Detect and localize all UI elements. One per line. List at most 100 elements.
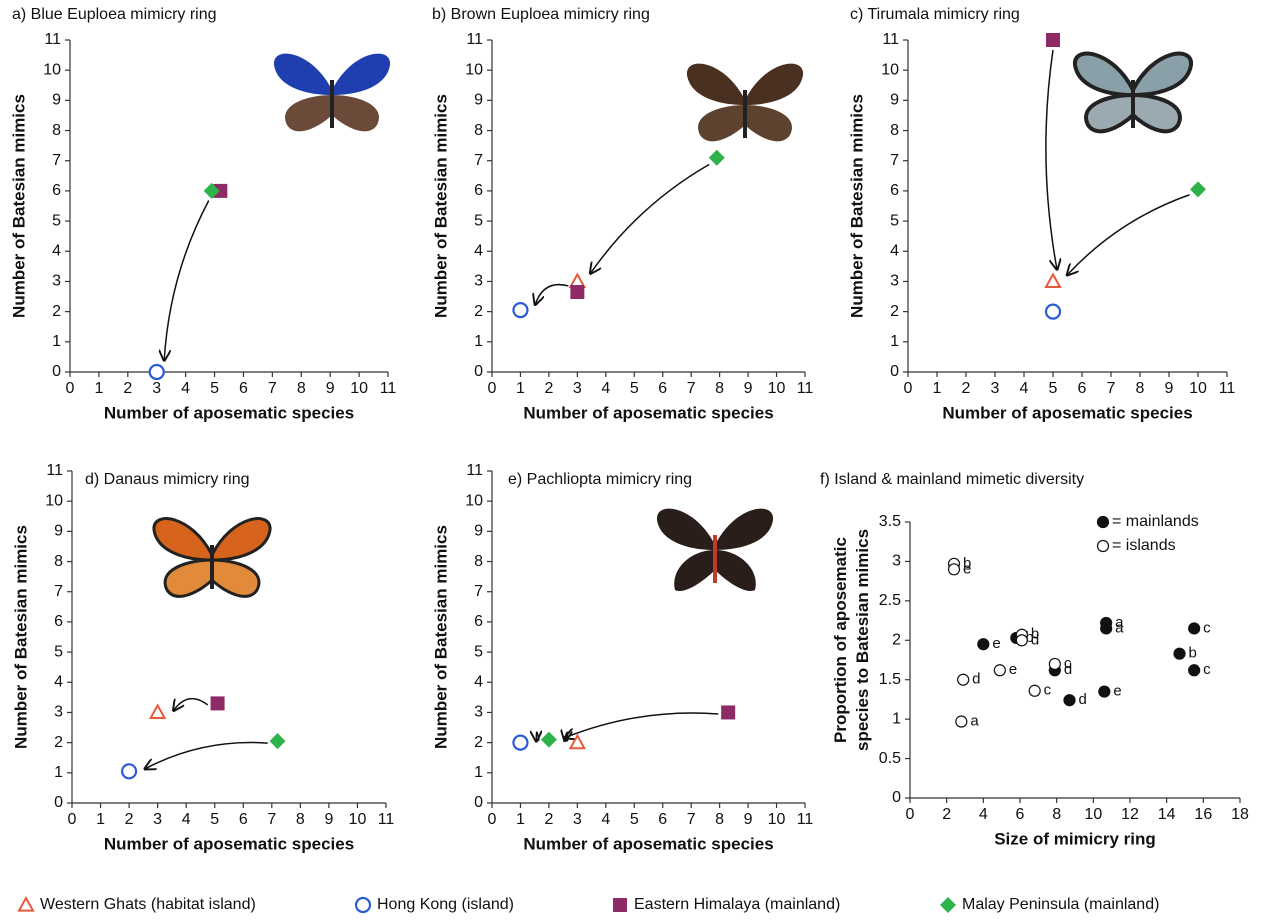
y-tick-label: 11	[882, 31, 899, 48]
x-axis-label: Number of aposematic species	[523, 834, 773, 853]
x-tick-label: 11	[797, 380, 814, 397]
x-tick-label: 1	[94, 380, 103, 397]
arrow	[174, 699, 208, 711]
y-tick-label: 6	[52, 182, 61, 199]
point	[1174, 648, 1185, 659]
x-tick-label: 2	[125, 811, 134, 828]
x-tick-label: 11	[1219, 380, 1236, 397]
point	[1029, 685, 1040, 696]
y-tick-label: 10	[45, 492, 63, 509]
y-tick-label: 6	[890, 182, 899, 199]
point	[956, 716, 967, 727]
y-tick-label: 8	[474, 553, 483, 570]
y-tick-label: 2	[892, 632, 901, 649]
arrow	[565, 713, 719, 738]
legend-marker	[1098, 517, 1109, 528]
y-tick-label: 4	[54, 673, 63, 690]
x-tick-label: 18	[1231, 806, 1249, 823]
y-tick-label: 6	[54, 613, 63, 630]
y-tick-label: 11	[466, 462, 483, 479]
x-tick-label: 2	[123, 380, 132, 397]
point-label: e	[1113, 683, 1121, 700]
y-tick-label: 6	[474, 613, 483, 630]
legend-label: Western Ghats (habitat island)	[40, 896, 256, 913]
y-axis-label: Number of Batesian mimics	[9, 94, 28, 318]
y-axis-label: Proportion of aposematicspecies to Bates…	[831, 529, 872, 751]
point	[150, 365, 164, 379]
x-tick-label: 8	[715, 811, 724, 828]
x-tick-label: 3	[991, 380, 1000, 397]
x-tick-label: 4	[181, 380, 190, 397]
point-label: c	[1044, 682, 1052, 699]
y-tick-label: 5	[474, 212, 483, 229]
point-label: a	[1115, 619, 1124, 636]
x-tick-label: 6	[658, 380, 667, 397]
arrow	[164, 200, 209, 360]
y-tick-label: 0	[474, 794, 483, 811]
x-tick-label: 9	[1165, 380, 1174, 397]
y-tick-label: 4	[52, 242, 61, 259]
y-tick-label: 0	[890, 363, 899, 380]
y-tick-label: 7	[54, 583, 63, 600]
y-tick-label: 3	[892, 553, 901, 570]
butterfly-b	[687, 64, 803, 142]
x-tick-label: 3	[152, 380, 161, 397]
x-tick-label: 2	[544, 811, 553, 828]
point	[1101, 623, 1112, 634]
butterfly-e	[657, 509, 773, 591]
point-label: d	[972, 671, 980, 688]
x-tick-label: 10	[768, 811, 786, 828]
point	[709, 150, 725, 166]
x-tick-label: 3	[153, 811, 162, 828]
point-label: e	[963, 560, 971, 577]
y-tick-label: 6	[474, 182, 483, 199]
x-tick-label: 0	[68, 811, 77, 828]
y-tick-label: 8	[890, 122, 899, 139]
legend-label: = mainlands	[1112, 513, 1199, 530]
point-label: b	[1189, 645, 1197, 662]
x-axis-label: Number of aposematic species	[104, 403, 354, 422]
point-label: a	[970, 712, 979, 729]
x-tick-label: 9	[324, 811, 333, 828]
y-tick-label: 5	[52, 212, 61, 229]
chart-title: e) Pachliopta mimicry ring	[508, 471, 692, 488]
x-tick-label: 14	[1158, 806, 1176, 823]
arrow	[565, 732, 568, 741]
point	[1046, 274, 1060, 287]
x-tick-label: 3	[573, 380, 582, 397]
x-tick-label: 12	[1121, 806, 1139, 823]
chart-title: f) Island & mainland mimetic diversity	[820, 471, 1084, 488]
y-tick-label: 1	[892, 710, 901, 727]
y-tick-label: 2	[54, 734, 63, 751]
y-axis-label: Number of Batesian mimics	[847, 94, 866, 318]
y-tick-label: 10	[465, 61, 483, 78]
x-tick-label: 4	[1020, 380, 1029, 397]
y-tick-label: 9	[474, 92, 483, 109]
y-axis-label: Number of Batesian mimics	[431, 525, 450, 749]
point	[1016, 635, 1027, 646]
x-tick-label: 10	[350, 380, 368, 397]
point-label: c	[1064, 655, 1072, 672]
x-tick-label: 7	[267, 811, 276, 828]
x-tick-label: 9	[326, 380, 335, 397]
x-tick-label: 6	[1078, 380, 1087, 397]
y-axis-label: Number of Batesian mimics	[11, 525, 30, 749]
y-tick-label: 1.5	[879, 671, 901, 688]
y-tick-label: 2.5	[879, 592, 901, 609]
legend-label: = islands	[1112, 537, 1176, 554]
y-tick-label: 1	[52, 333, 61, 350]
x-tick-label: 7	[687, 380, 696, 397]
point	[270, 733, 286, 749]
y-tick-label: 8	[52, 122, 61, 139]
x-tick-label: 1	[96, 811, 105, 828]
y-tick-label: 10	[43, 61, 61, 78]
x-tick-label: 7	[268, 380, 277, 397]
point	[994, 665, 1005, 676]
x-axis-label: Number of aposematic species	[523, 403, 773, 422]
x-tick-label: 5	[630, 380, 639, 397]
point	[541, 732, 557, 748]
legend-marker	[940, 897, 956, 913]
y-tick-label: 4	[890, 242, 899, 259]
x-axis-label: Size of mimicry ring	[994, 829, 1156, 848]
x-tick-label: 8	[1136, 380, 1145, 397]
